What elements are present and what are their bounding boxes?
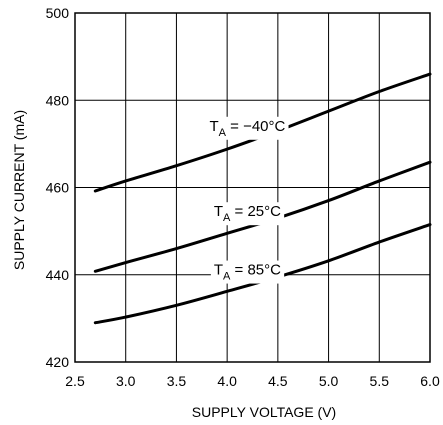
y-tick-label: 440 <box>46 267 70 283</box>
x-tick-label: 3.5 <box>167 373 187 389</box>
x-tick-label: 4.5 <box>268 373 288 389</box>
x-tick-labels: 2.5 3.0 3.5 4.0 4.5 5.0 5.5 6.0 <box>65 373 440 389</box>
series-label-2: TA = 85°C <box>214 262 281 283</box>
series-lines <box>93 72 432 325</box>
series-label-bg <box>210 202 285 226</box>
series-label-0: TA = −40°C <box>209 118 285 139</box>
y-tick-labels: 420 440 460 480 500 <box>46 5 70 370</box>
grid <box>74 12 431 363</box>
series-annotations: TA = −40°C TA = 25°C TA = 85°C <box>206 116 289 284</box>
series-label-1: TA = 25°C <box>214 203 281 224</box>
x-tick-label: 5.0 <box>319 373 339 389</box>
series-line-2 <box>93 223 432 325</box>
x-tick-label: 2.5 <box>65 373 85 389</box>
x-axis-title: SUPPLY VOLTAGE (V) <box>192 404 336 420</box>
y-tick-label: 500 <box>46 5 70 21</box>
y-axis-title: SUPPLY CURRENT (mA) <box>11 110 27 270</box>
series-line-0 <box>93 72 432 193</box>
x-tick-label: 4.0 <box>217 373 237 389</box>
x-tick-label: 3.0 <box>116 373 136 389</box>
y-tick-label: 460 <box>46 180 70 196</box>
x-tick-label: 6.0 <box>420 373 440 389</box>
series-label-bg <box>210 260 285 284</box>
plot-frame <box>74 12 431 363</box>
y-tick-label: 480 <box>46 92 70 108</box>
series-label-bg <box>206 116 289 140</box>
series-line-1 <box>93 160 432 273</box>
x-tick-label: 5.5 <box>370 373 390 389</box>
y-tick-label: 420 <box>46 354 70 370</box>
